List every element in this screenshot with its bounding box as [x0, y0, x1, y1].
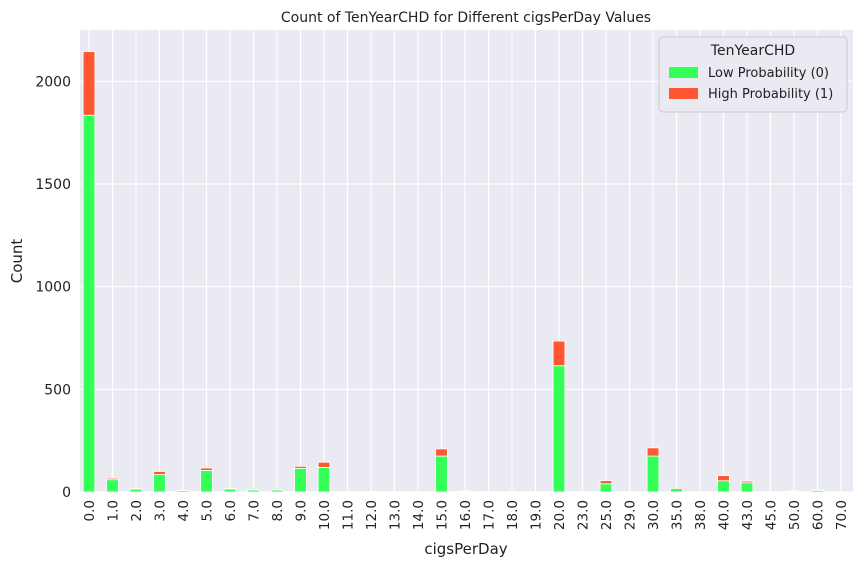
x-tick-label: 13.0 — [388, 500, 404, 530]
x-tick-label: 45.0 — [764, 500, 780, 530]
x-tick-label: 19.0 — [529, 500, 545, 530]
bar-high-probability — [107, 478, 119, 479]
x-tick-label: 25.0 — [599, 500, 615, 530]
x-tick-label: 11.0 — [341, 500, 357, 530]
bar-low-probability — [130, 489, 142, 492]
bar-high-probability — [83, 52, 95, 116]
legend-label-low: Low Probability (0) — [708, 66, 829, 81]
bar-low-probability — [342, 491, 354, 492]
bar-low-probability — [224, 489, 236, 492]
x-tick-label: 8.0 — [270, 500, 286, 521]
x-tick-label: 6.0 — [223, 500, 239, 521]
bar-high-probability — [154, 471, 166, 474]
bar-high-probability — [600, 481, 612, 484]
legend-swatch-low — [669, 67, 698, 78]
y-tick-labels: 0 500 1000 1500 2000 — [35, 74, 71, 501]
x-tick-label: 10.0 — [317, 500, 333, 530]
bar-high-probability — [647, 448, 659, 456]
bar-low-probability — [647, 456, 659, 492]
x-tick-label: 70.0 — [834, 500, 850, 530]
x-tick-label: 60.0 — [811, 500, 827, 530]
bar-high-probability — [718, 476, 730, 481]
bar-high-probability — [741, 481, 753, 483]
bar-low-probability — [671, 489, 683, 492]
x-tick-label: 43.0 — [740, 500, 756, 530]
x-tick-label: 9.0 — [294, 500, 310, 521]
legend-title: TenYearCHD — [710, 43, 795, 59]
bar-high-probability — [671, 487, 683, 488]
x-tick-label: 18.0 — [505, 500, 521, 530]
bar-high-probability — [553, 341, 565, 366]
x-tick-label: 1.0 — [106, 500, 122, 521]
chart-title: Count of TenYearCHD for Different cigsPe… — [281, 10, 651, 26]
x-tick-label: 3.0 — [153, 500, 169, 521]
bar-high-probability — [436, 449, 448, 456]
x-tick-label: 30.0 — [646, 500, 662, 530]
x-tick-labels: 0.0 1.0 2.0 3.0 4.0 5.0 6.0 7.0 8.0 9.0 10.0 11.0 12… — [82, 500, 850, 530]
bar-high-probability — [295, 466, 307, 468]
x-tick-label: 29.0 — [623, 500, 639, 530]
y-tick-label: 1500 — [35, 177, 71, 193]
bar-high-probability — [224, 488, 236, 489]
bar-low-probability — [506, 491, 518, 492]
legend: TenYearCHD Low Probability (0) High Prob… — [659, 37, 847, 112]
x-tick-label: 0.0 — [82, 500, 98, 521]
bar-low-probability — [741, 483, 753, 492]
bar-low-probability — [436, 456, 448, 492]
bar-low-probability — [483, 491, 495, 492]
x-tick-label: 2.0 — [129, 500, 145, 521]
bar-low-probability — [295, 468, 307, 492]
bar-low-probability — [107, 480, 119, 492]
bar-low-probability — [718, 481, 730, 492]
x-axis-label: cigsPerDay — [424, 540, 507, 558]
y-tick-label: 1000 — [35, 280, 71, 296]
x-tick-label: 4.0 — [176, 500, 192, 521]
x-tick-label: 50.0 — [787, 500, 803, 530]
legend-label-high: High Probability (1) — [708, 87, 833, 102]
bar-low-probability — [154, 475, 166, 492]
x-tick-label: 16.0 — [458, 500, 474, 530]
x-tick-label: 5.0 — [200, 500, 216, 521]
bar-high-probability — [318, 462, 330, 467]
bar-high-probability — [130, 488, 142, 489]
bar-low-probability — [318, 467, 330, 492]
x-tick-label: 20.0 — [552, 500, 568, 530]
bar-low-probability — [600, 484, 612, 492]
y-tick-label: 0 — [62, 485, 71, 501]
y-tick-label: 2000 — [35, 74, 71, 90]
x-tick-label: 17.0 — [482, 500, 498, 530]
bar-low-probability — [365, 491, 377, 492]
x-tick-label: 12.0 — [364, 500, 380, 530]
y-tick-label: 500 — [44, 382, 71, 398]
x-tick-label: 35.0 — [670, 500, 686, 530]
bar-low-probability — [553, 366, 565, 492]
x-tick-label: 38.0 — [693, 500, 709, 530]
x-tick-label: 23.0 — [576, 500, 592, 530]
x-tick-label: 7.0 — [247, 500, 263, 521]
bar-high-probability — [201, 468, 213, 470]
x-tick-label: 40.0 — [717, 500, 733, 530]
x-tick-label: 14.0 — [411, 500, 427, 530]
bar-low-probability — [201, 470, 213, 492]
x-tick-label: 15.0 — [435, 500, 451, 530]
y-axis-label: Count — [8, 239, 26, 284]
bar-low-probability — [83, 115, 95, 492]
legend-swatch-high — [669, 88, 698, 99]
